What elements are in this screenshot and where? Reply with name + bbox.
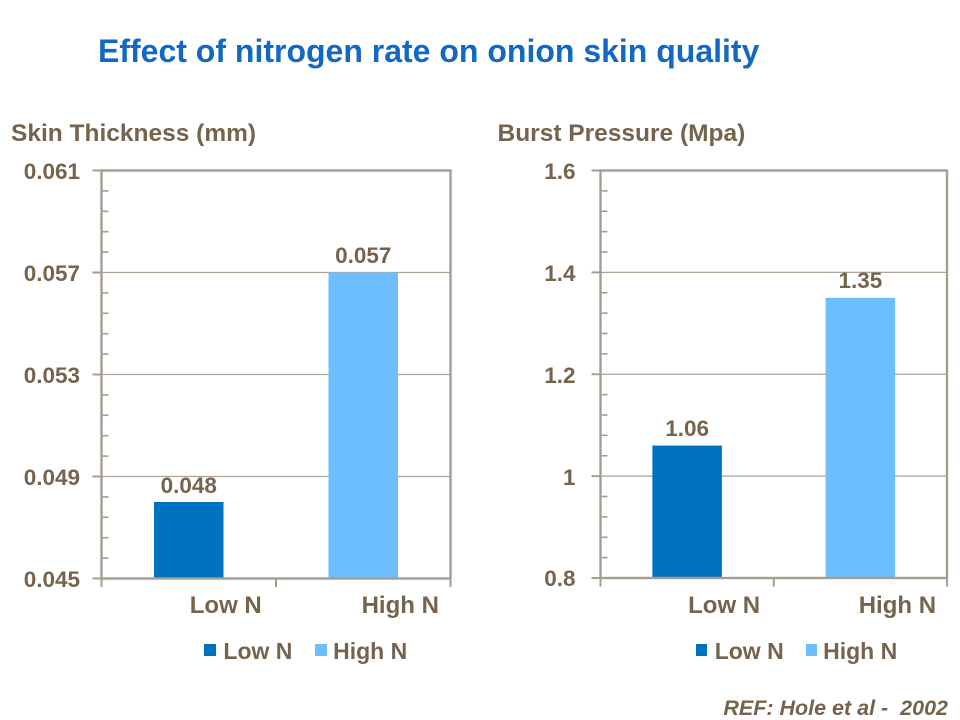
chart-title-left: Skin Thickness (mm) bbox=[11, 120, 257, 147]
category-label-right: Low N bbox=[688, 592, 761, 619]
category-label-left: Low N bbox=[189, 592, 262, 619]
plot-border-left bbox=[100, 169, 452, 580]
ytick-label-right: 1 bbox=[562, 464, 576, 490]
category-label-left: High N bbox=[361, 592, 439, 619]
bar-low-n-left bbox=[154, 502, 224, 579]
legend-label-left: High N bbox=[333, 638, 408, 664]
ytick-label-left: 0.053 bbox=[23, 362, 80, 388]
bar-low-n-right bbox=[652, 445, 722, 578]
ytick-label-right: 1.2 bbox=[544, 362, 576, 388]
legend-swatch-high-n-right bbox=[805, 644, 818, 656]
footer-reference: REF: Hole et al - 2002 bbox=[723, 696, 948, 720]
legend-label-right: Low N bbox=[714, 638, 784, 664]
legend-swatch-high-n-left bbox=[315, 644, 327, 656]
legend-swatch-low-n-left bbox=[204, 644, 216, 656]
ytick-label-left: 0.045 bbox=[23, 566, 80, 592]
legend-label-left: Low N bbox=[223, 638, 293, 664]
ytick-label-left: 0.049 bbox=[23, 464, 80, 490]
bar-high-n-right bbox=[825, 297, 896, 578]
data-label-left: 0.048 bbox=[160, 472, 217, 498]
ytick-label-right: 0.8 bbox=[544, 566, 576, 592]
data-label-left: 0.057 bbox=[335, 243, 392, 268]
legend-label-right: High N bbox=[823, 638, 898, 664]
slide-title: Effect of nitrogen rate on onion skin qu… bbox=[98, 33, 760, 69]
category-label-right: High N bbox=[858, 592, 937, 619]
bar-high-n-left bbox=[328, 272, 398, 579]
data-label-right: 1.35 bbox=[838, 268, 883, 294]
chart-title-right: Burst Pressure (Mpa) bbox=[497, 120, 746, 147]
plot-border-right bbox=[599, 169, 949, 580]
ytick-label-left: 0.057 bbox=[23, 260, 80, 286]
data-label-right: 1.06 bbox=[665, 416, 710, 442]
ytick-label-right: 1.4 bbox=[544, 260, 576, 286]
legend-swatch-low-n-right bbox=[695, 644, 707, 656]
ytick-label-left: 0.061 bbox=[23, 158, 80, 184]
ytick-label-right: 1.6 bbox=[544, 158, 576, 184]
